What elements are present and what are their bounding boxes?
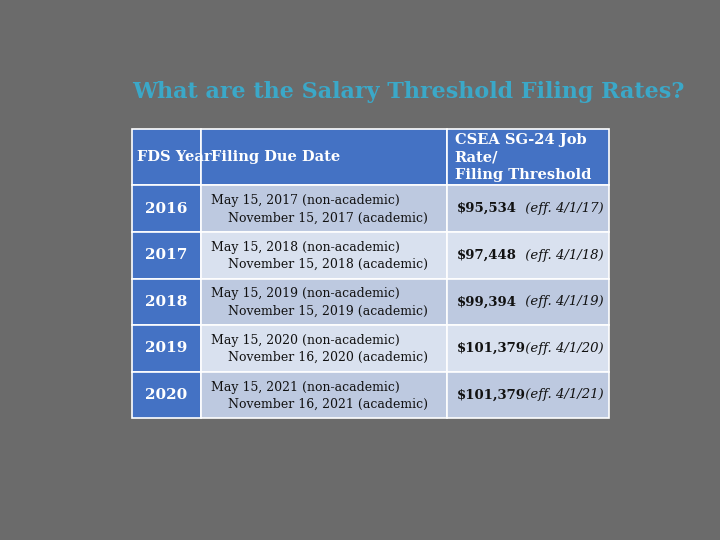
Text: November 15, 2017 (academic): November 15, 2017 (academic)	[228, 212, 428, 225]
Text: November 15, 2019 (academic): November 15, 2019 (academic)	[228, 305, 428, 318]
Bar	[201, 372, 446, 418]
Bar	[446, 232, 609, 279]
Bar	[446, 325, 609, 372]
Text: What are the Salary Threshold Filing Rates?: What are the Salary Threshold Filing Rat…	[132, 81, 684, 103]
Text: $101,379: $101,379	[456, 388, 526, 401]
Text: FDS Year: FDS Year	[138, 150, 212, 164]
Bar	[446, 279, 609, 325]
Text: Filing Due Date: Filing Due Date	[211, 150, 340, 164]
Bar	[132, 185, 201, 232]
Text: $95,534: $95,534	[456, 202, 516, 215]
Text: May 15, 2019 (non-academic): May 15, 2019 (non-academic)	[211, 287, 400, 300]
Text: November 16, 2020 (academic): November 16, 2020 (academic)	[228, 351, 428, 364]
Bar	[201, 129, 446, 185]
Text: (eff. 4/1/18): (eff. 4/1/18)	[521, 249, 604, 262]
Bar	[132, 325, 201, 372]
Bar	[446, 372, 609, 418]
Text: May 15, 2017 (non-academic): May 15, 2017 (non-academic)	[211, 194, 400, 207]
Text: 2019: 2019	[145, 341, 188, 355]
Text: May 15, 2018 (non-academic): May 15, 2018 (non-academic)	[211, 241, 400, 254]
Text: (eff. 4/1/20): (eff. 4/1/20)	[521, 342, 604, 355]
Text: (eff. 4/1/17): (eff. 4/1/17)	[521, 202, 604, 215]
Text: 2020: 2020	[145, 388, 188, 402]
Text: 2018: 2018	[145, 295, 188, 309]
Text: (eff. 4/1/19): (eff. 4/1/19)	[521, 295, 604, 308]
Bar	[446, 185, 609, 232]
Text: May 15, 2020 (non-academic): May 15, 2020 (non-academic)	[211, 334, 400, 347]
Bar	[201, 185, 446, 232]
Bar	[132, 232, 201, 279]
Bar	[132, 279, 201, 325]
Text: $97,448: $97,448	[456, 249, 516, 262]
Text: November 16, 2021 (academic): November 16, 2021 (academic)	[228, 398, 428, 411]
Text: CSEA SG-24 Job
Rate/
Filing Threshold: CSEA SG-24 Job Rate/ Filing Threshold	[455, 133, 591, 181]
Text: May 15, 2021 (non-academic): May 15, 2021 (non-academic)	[211, 381, 400, 394]
Bar	[201, 279, 446, 325]
Text: 2017: 2017	[145, 248, 188, 262]
Bar	[201, 232, 446, 279]
Bar	[446, 129, 609, 185]
Bar	[132, 129, 201, 185]
Text: 2016: 2016	[145, 201, 188, 215]
Bar	[132, 372, 201, 418]
Text: $99,394: $99,394	[456, 295, 516, 308]
Text: (eff. 4/1/21): (eff. 4/1/21)	[521, 388, 604, 401]
Bar	[201, 325, 446, 372]
Text: $101,379: $101,379	[456, 342, 526, 355]
Text: November 15, 2018 (academic): November 15, 2018 (academic)	[228, 258, 428, 271]
